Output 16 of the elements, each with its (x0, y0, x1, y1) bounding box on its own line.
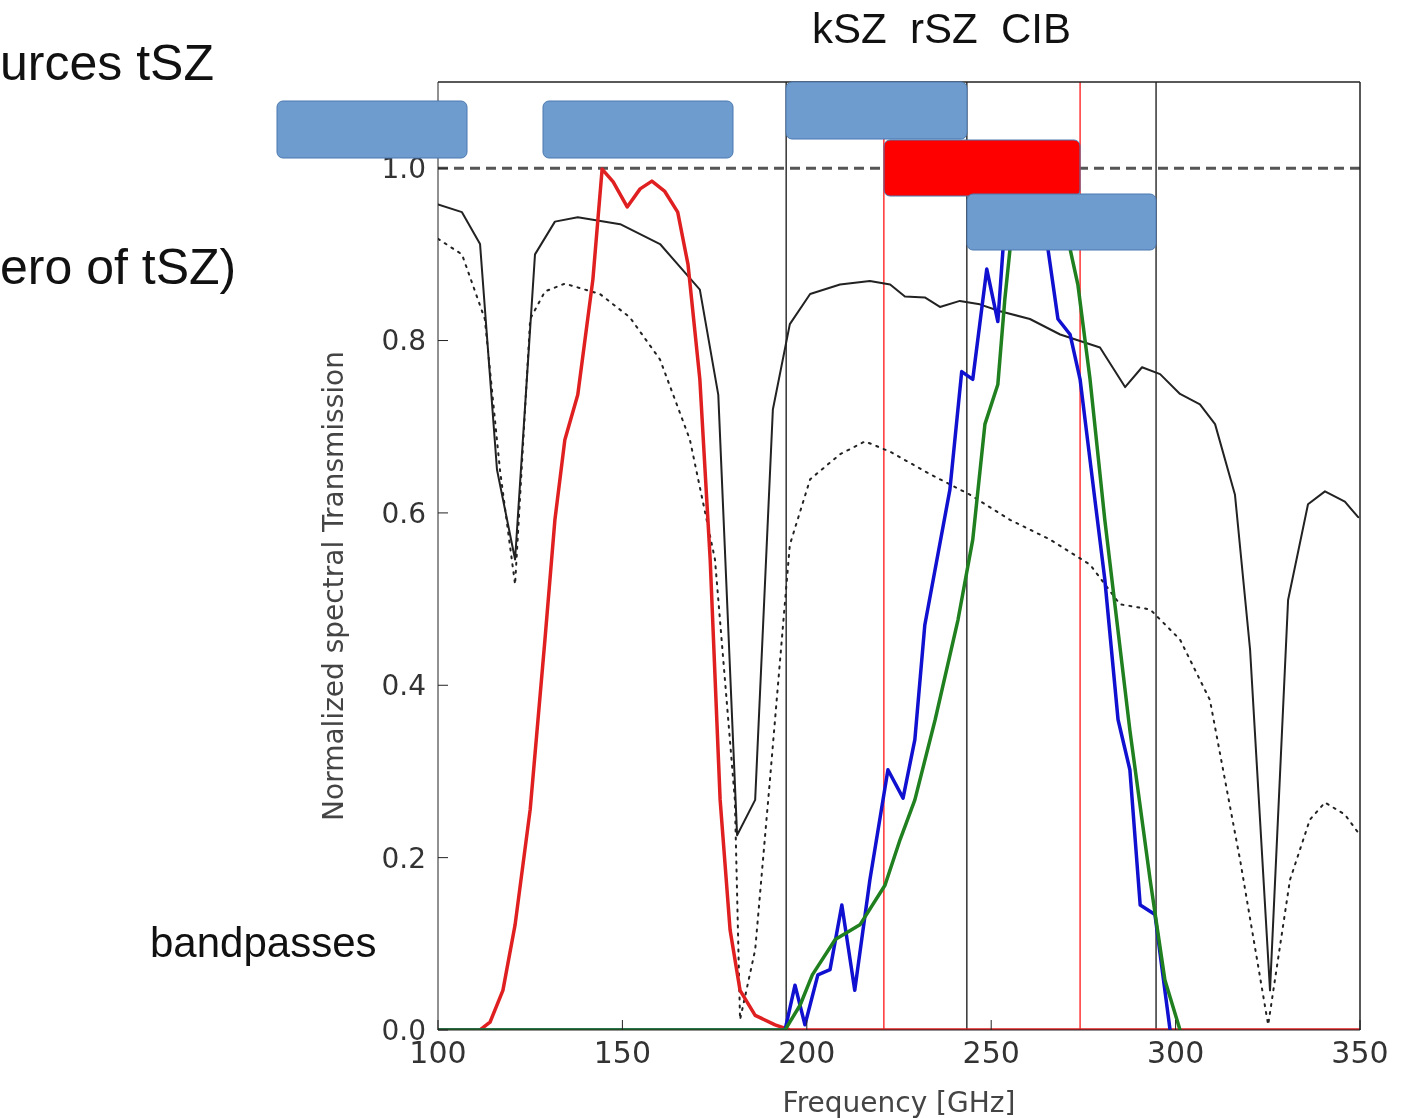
x-axis-title: Frequency [GHz] (782, 1086, 1016, 1118)
x-tick-label: 350 (1331, 1035, 1389, 1071)
x-tick-label: 150 (593, 1035, 652, 1071)
y-tick-label: 0.6 (381, 496, 426, 530)
text: urces tSZ (0, 35, 214, 91)
text: bandpasses (150, 919, 377, 967)
text: kSZ rSZ CIB (812, 5, 1072, 53)
y-tick-label: 0.2 (381, 841, 426, 875)
y-axis-title: Normalized spectral Transmission (317, 351, 350, 821)
x-tick-label: 300 (1146, 1035, 1205, 1071)
x-tick-label: 200 (778, 1035, 836, 1071)
y-tick-label: 0.4 (381, 669, 426, 703)
x-tick-label: 250 (962, 1035, 1020, 1071)
y-tick-label: 1.0 (381, 152, 426, 186)
y-tick-label: 0.8 (381, 324, 426, 358)
text: ero of tSZ) (0, 239, 237, 295)
